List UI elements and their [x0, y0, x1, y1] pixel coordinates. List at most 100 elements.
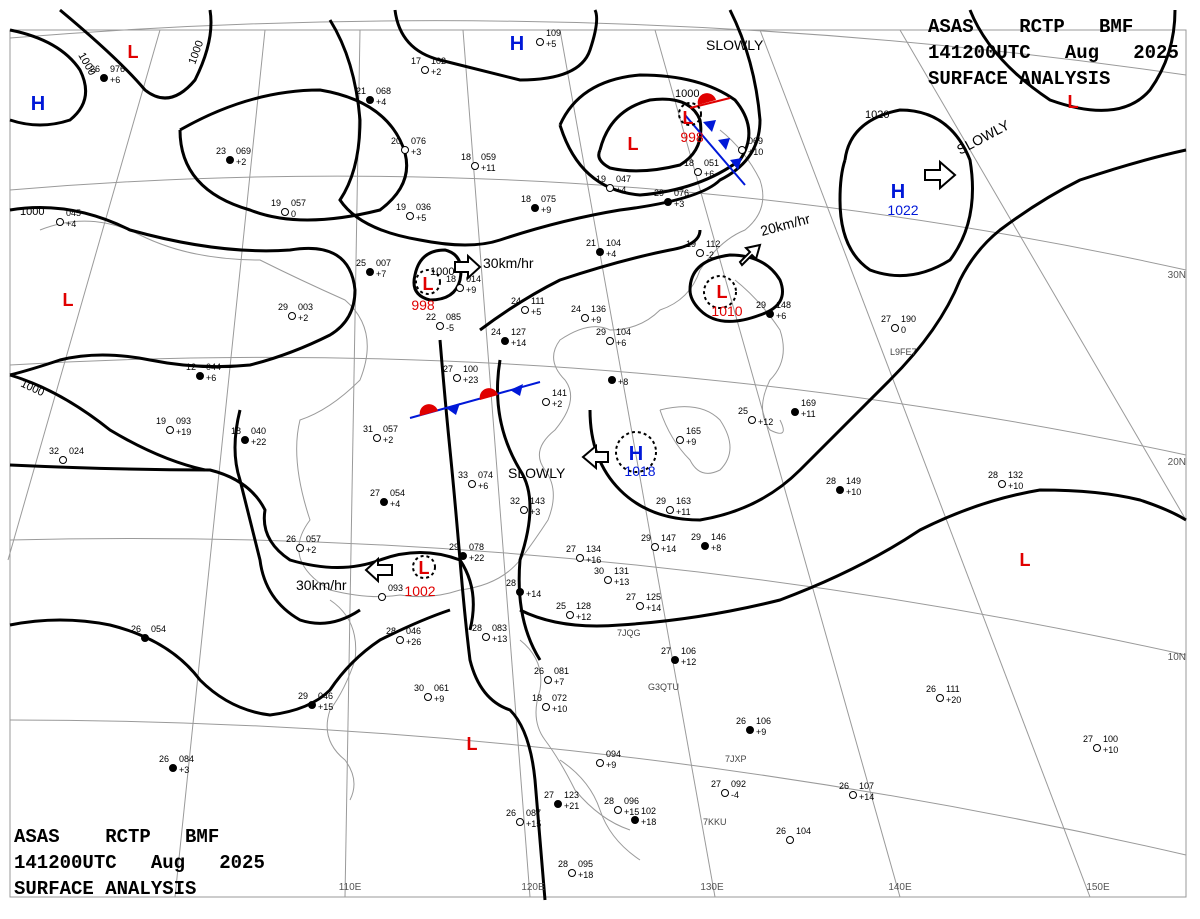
- station-marker: [604, 576, 612, 584]
- cold-front-line: [684, 114, 746, 186]
- station-plot: [608, 376, 616, 384]
- station-temperature: 28: [988, 470, 998, 480]
- station-plot: [406, 212, 414, 220]
- longitude-label: 150E: [1086, 882, 1110, 893]
- station-pressure: 149: [846, 476, 861, 486]
- station-temperature: 29: [596, 327, 606, 337]
- station-tendency: -2: [706, 250, 714, 260]
- center-circle: [415, 269, 441, 295]
- station-pressure: 054: [151, 624, 166, 634]
- station-tendency: +9: [756, 727, 766, 737]
- cold-front-triangle: [718, 138, 730, 150]
- station-tendency: +14: [526, 589, 541, 599]
- station-plot: [636, 602, 644, 610]
- station-temperature: 24: [491, 327, 501, 337]
- motion-label: 30km/hr: [483, 255, 534, 271]
- station-plot: [542, 398, 550, 406]
- station-marker: [516, 588, 524, 596]
- station-temperature: 26: [776, 826, 786, 836]
- station-marker: [536, 38, 544, 46]
- station-pressure: 163: [676, 496, 691, 506]
- station-marker: [241, 436, 249, 444]
- station-temperature: 20: [391, 136, 401, 146]
- station-tendency: +13: [492, 634, 507, 644]
- station-temperature: 21: [586, 238, 596, 248]
- station-temperature: 27: [626, 592, 636, 602]
- station-tendency: +9: [541, 205, 551, 215]
- station-temperature: 27: [370, 488, 380, 498]
- station-marker: [531, 204, 539, 212]
- parallel-20n: [9, 356, 1187, 456]
- isobar-label: 1000: [675, 88, 699, 100]
- station-temperature: 27: [544, 790, 554, 800]
- station-temperature: 32: [49, 446, 59, 456]
- station-tendency: +2: [552, 399, 562, 409]
- station-pressure: 069: [236, 146, 251, 156]
- station-pressure: 057: [306, 534, 321, 544]
- station-plot: [366, 96, 374, 104]
- station-tendency: +11: [481, 163, 496, 173]
- station-marker: [521, 306, 529, 314]
- isobar-1005-inland: [233, 409, 361, 625]
- station-plot: [849, 791, 857, 799]
- station-pressure: 087: [526, 808, 541, 818]
- header-line-3: SURFACE ANALYSIS: [14, 878, 197, 900]
- isobars: [9, 8, 1187, 901]
- station-temperature: 27: [566, 544, 576, 554]
- station-plot: [581, 314, 589, 322]
- low-pressure-symbol: L: [63, 290, 74, 310]
- station-pressure: 111: [531, 296, 545, 306]
- frontal-systems: [409, 93, 746, 419]
- station-pressure: 106: [681, 646, 696, 656]
- station-pressure: 040: [251, 426, 266, 436]
- station-tendency: +4: [390, 499, 400, 509]
- station-temperature: 27: [881, 314, 891, 324]
- station-marker: [471, 162, 479, 170]
- station-plot: [748, 416, 756, 424]
- isobar-1000-west: [9, 28, 88, 127]
- station-marker: [849, 791, 857, 799]
- center-pressure-value: 1010: [711, 303, 742, 319]
- station-marker: [836, 486, 844, 494]
- header-line-3: SURFACE ANALYSIS: [928, 68, 1111, 90]
- station-pressure: 123: [564, 790, 579, 800]
- station-marker: [566, 611, 574, 619]
- station-marker: [366, 96, 374, 104]
- station-pressure: 076: [411, 136, 426, 146]
- station-marker: [694, 168, 702, 176]
- station-tendency: +9: [686, 437, 696, 447]
- station-temperature: 19: [271, 198, 281, 208]
- station-plot: [501, 337, 509, 345]
- station-pressure: 143: [530, 496, 545, 506]
- isobar-1012-tropical: [519, 488, 1187, 628]
- station-marker: [936, 694, 944, 702]
- station-marker: [421, 66, 429, 74]
- center-circle: [615, 431, 657, 473]
- station-marker: [166, 426, 174, 434]
- parallel-30n: [9, 175, 1187, 271]
- station-tendency: +21: [564, 801, 579, 811]
- station-plot: [459, 552, 467, 560]
- isobar-1000-nw: [59, 8, 213, 100]
- station-plot: [401, 146, 409, 154]
- station-temperature: 24: [571, 304, 581, 314]
- station-pressure: 072: [552, 693, 567, 703]
- station-tendency: +8: [618, 377, 628, 387]
- station-tendency: +10: [748, 147, 763, 157]
- station-pressure: 051: [704, 158, 719, 168]
- station-tendency: +15: [318, 702, 333, 712]
- station-pressure: 084: [179, 754, 194, 764]
- low-pressure-symbol: L: [628, 134, 639, 154]
- station-plot: [536, 38, 544, 46]
- station-marker: [542, 703, 550, 711]
- station-temperature: 18: [461, 152, 471, 162]
- isobar-1005-ne: [968, 9, 1177, 112]
- low-pressure-symbol: L: [1068, 92, 1079, 112]
- station-pressure: 169: [801, 398, 816, 408]
- station-temperature: 31: [363, 424, 373, 434]
- station-plot: [373, 434, 381, 442]
- warm-front-semicircle: [697, 93, 716, 105]
- station-plot: [696, 249, 704, 257]
- station-plot: [471, 162, 479, 170]
- station-marker: [676, 436, 684, 444]
